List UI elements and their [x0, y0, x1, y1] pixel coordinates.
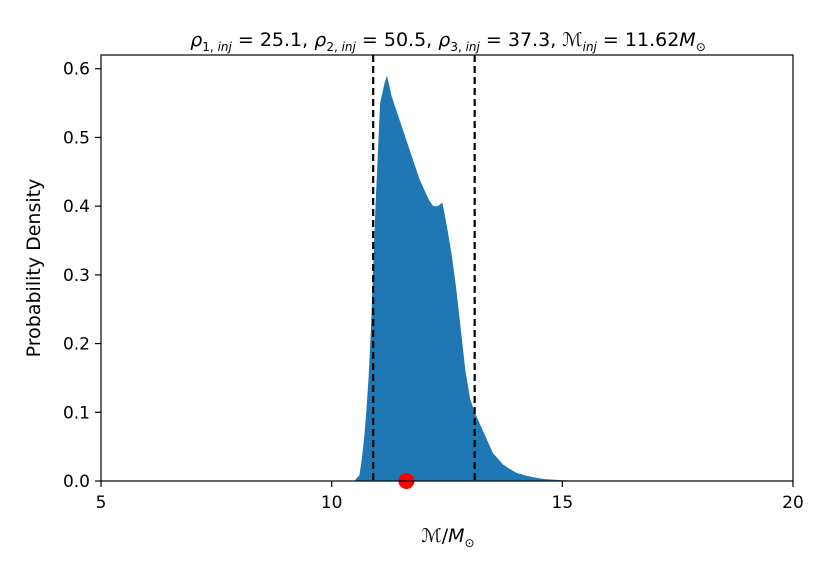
- x-tick-label: 15: [552, 493, 574, 513]
- y-tick-label: 0.3: [63, 266, 90, 286]
- y-tick-label: 0.1: [63, 403, 90, 423]
- x-axis: 5 10 15 20: [96, 481, 804, 513]
- chart-title: ρ1, inj = 25.1, ρ2, inj = 50.5, ρ3, inj …: [190, 29, 706, 54]
- y-tick-label: 0.4: [63, 197, 90, 217]
- plot-area: [354, 55, 591, 489]
- x-tick-label: 10: [321, 493, 343, 513]
- y-axis: 0.0 0.1 0.2 0.3 0.4 0.5 0.6: [63, 60, 101, 492]
- x-axis-label: ℳ/M⊙: [421, 525, 474, 550]
- y-tick-label: 0.2: [63, 335, 90, 355]
- x-tick-label: 20: [782, 493, 804, 513]
- density-area-0: [354, 75, 591, 482]
- axes-frame: [100, 54, 794, 482]
- y-tick-label: 0.6: [63, 60, 90, 80]
- x-tick-label: 5: [96, 493, 107, 513]
- y-axis-label: Probability Density: [23, 179, 45, 358]
- y-tick-label: 0.5: [63, 128, 90, 148]
- y-tick-label: 0.0: [63, 472, 90, 492]
